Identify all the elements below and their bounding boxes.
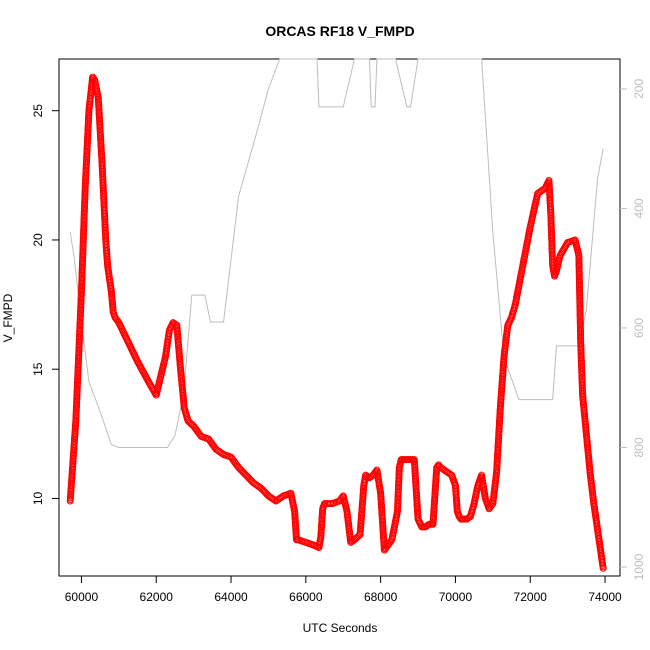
- x-axis: 60000 62000 64000 66000 68000 70000 72000 74000: [65, 576, 622, 604]
- x-tick-label: 72000: [514, 590, 548, 604]
- series-layer: [66, 58, 607, 572]
- x-tick-label: 68000: [364, 590, 398, 604]
- plot-frame: [58, 58, 621, 577]
- right-tick-label: 600: [632, 318, 646, 338]
- pressure-line: [69, 58, 604, 448]
- right-axis: 200 400 600 800 1000: [620, 79, 646, 580]
- y-axis: 10 15 20 25: [31, 104, 59, 505]
- series-points: [66, 73, 607, 572]
- x-tick-label: 64000: [214, 590, 248, 604]
- x-axis-label: UTC Seconds: [303, 621, 378, 635]
- y-tick-label: 25: [31, 104, 45, 118]
- x-tick-label: 74000: [588, 590, 622, 604]
- y-tick-label: 10: [31, 491, 45, 505]
- right-tick-label: 200: [632, 79, 646, 99]
- data-point: [271, 496, 279, 504]
- y-tick-label: 15: [31, 362, 45, 376]
- right-tick-label: 400: [632, 198, 646, 218]
- x-tick-label: 60000: [65, 590, 99, 604]
- data-point: [599, 564, 607, 572]
- data-point: [364, 473, 372, 481]
- y-axis-label: V_FMPD: [1, 293, 15, 342]
- chart-title: ORCAS RF18 V_FMPD: [265, 23, 414, 39]
- x-tick-label: 70000: [439, 590, 473, 604]
- right-tick-label: 800: [632, 437, 646, 457]
- y-tick-label: 20: [31, 233, 45, 247]
- x-tick-label: 66000: [289, 590, 323, 604]
- right-tick-label: 1000: [632, 553, 646, 580]
- x-tick-label: 62000: [140, 590, 174, 604]
- data-point: [563, 240, 571, 248]
